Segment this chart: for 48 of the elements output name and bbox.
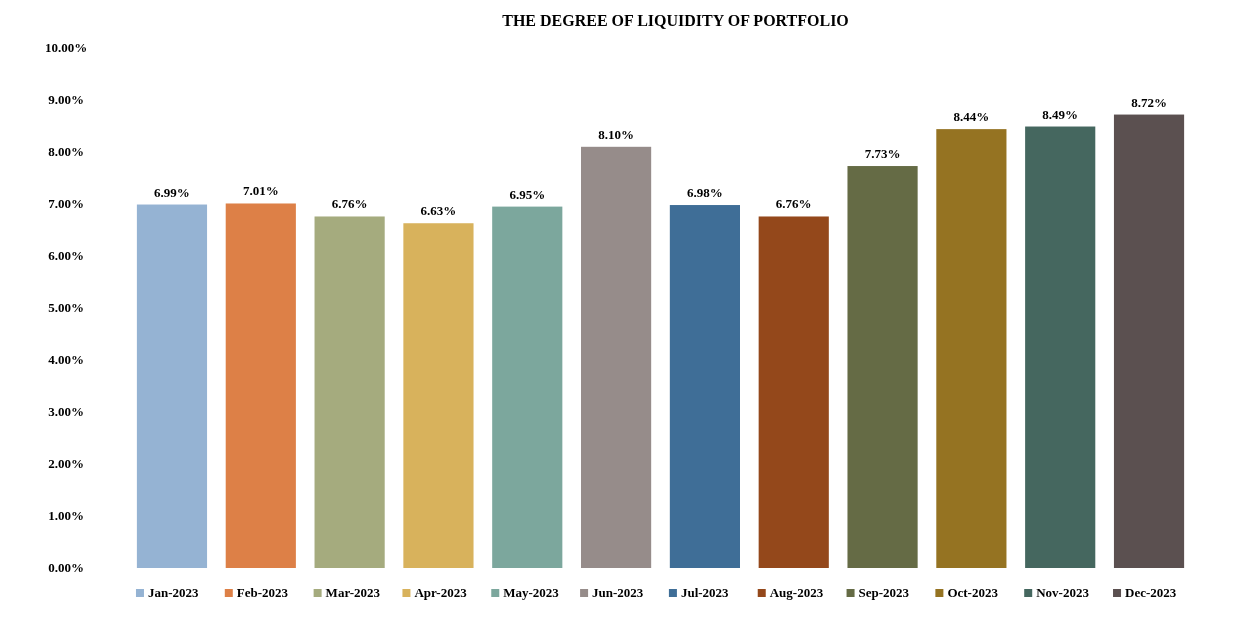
x-tick-label: Oct-2023	[947, 585, 999, 600]
y-tick-label: 2.00%	[48, 456, 84, 471]
y-tick-label: 5.00%	[48, 300, 84, 315]
bar	[225, 203, 296, 568]
x-tick-label: Jul-2023	[680, 585, 730, 600]
y-tick-label: 7.00%	[48, 196, 84, 211]
data-label: 6.98%	[687, 185, 723, 201]
y-tick-label: 6.00%	[48, 248, 84, 263]
bar	[758, 216, 829, 568]
x-tick-label: Jan-2023	[147, 585, 200, 600]
bar	[936, 129, 1007, 568]
bar	[1113, 114, 1185, 568]
data-label: 6.99%	[154, 184, 190, 200]
data-label: 7.01%	[242, 183, 279, 199]
y-tick-label: 4.00%	[48, 352, 84, 367]
bar	[581, 146, 652, 568]
bar	[314, 216, 385, 568]
data-label: 6.76%	[331, 196, 368, 212]
x-tick-label: May-2023	[503, 585, 560, 600]
y-tick-label: 0.00%	[48, 560, 84, 575]
bar	[669, 205, 740, 568]
data-label: 8.49%	[1042, 106, 1079, 122]
bar	[492, 206, 563, 568]
data-label: 8.10%	[598, 126, 634, 142]
bar	[136, 204, 208, 568]
bar	[403, 223, 474, 568]
y-tick-label: 9.00%	[48, 92, 84, 107]
x-tick-label: Jun-2023	[592, 585, 644, 600]
bar	[847, 166, 918, 568]
data-label: 6.76%	[775, 196, 812, 212]
y-tick-label: 8.00%	[48, 144, 84, 159]
x-tick-label: Nov-2023	[1036, 585, 1090, 600]
x-tick-label: Mar-2023	[325, 585, 381, 600]
x-tick-label: Aug-2023	[769, 585, 824, 600]
y-tick-label: 3.00%	[48, 404, 84, 419]
chart-title: THE DEGREE OF LIQUIDITY OF PORTFOLIO	[502, 12, 849, 29]
data-label: 8.44%	[953, 109, 990, 125]
data-label: 6.63%	[420, 203, 457, 219]
data-label: 6.95%	[509, 186, 546, 202]
x-tick-label: Dec-2023	[1125, 585, 1177, 600]
y-tick-label: 1.00%	[48, 508, 84, 523]
x-tick-label: Apr-2023	[414, 585, 468, 600]
x-tick-label: Sep-2023	[858, 585, 910, 600]
bar	[1025, 126, 1096, 568]
y-tick-label: 10.00%	[44, 40, 88, 55]
data-label: 8.72%	[1131, 94, 1167, 110]
x-tick-label: Feb-2023	[236, 585, 289, 600]
data-label: 7.73%	[864, 146, 901, 162]
